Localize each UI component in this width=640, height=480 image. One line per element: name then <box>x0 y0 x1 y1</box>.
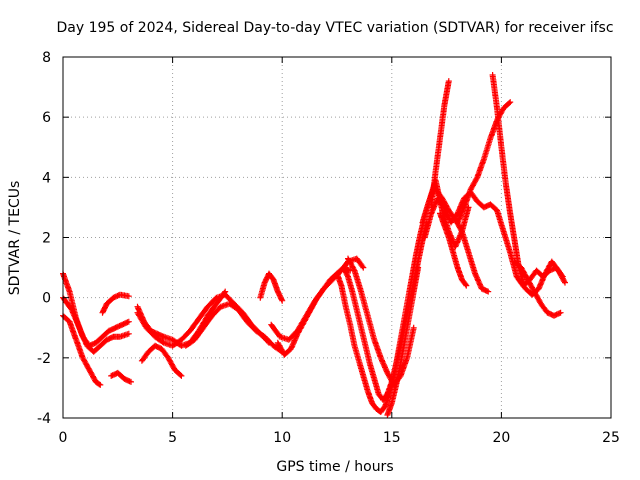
x-tick-label: 15 <box>383 430 401 446</box>
data-series-trace <box>437 210 470 289</box>
y-tick-label: -2 <box>37 351 51 367</box>
x-tick-label: 10 <box>273 430 291 446</box>
y-axis-label: SDTVAR / TECUs <box>7 181 23 296</box>
data-points <box>60 72 568 418</box>
data-series-trace <box>138 342 185 379</box>
x-tick-label: 25 <box>602 430 620 446</box>
plot-frame <box>62 56 612 419</box>
y-tick-label: 8 <box>42 50 51 66</box>
data-series-trace <box>511 258 564 319</box>
x-tick-label: 5 <box>168 430 177 446</box>
data-series-trace <box>268 255 367 343</box>
data-series-trace <box>489 72 527 286</box>
data-series-trace <box>99 291 132 316</box>
data-series-trace <box>257 270 286 304</box>
data-series-trace <box>428 78 452 211</box>
y-tick-label: 6 <box>42 110 51 126</box>
axis-ticks: 0 5 10 15 20 25 -4 -2 0 2 4 6 8 <box>37 50 620 446</box>
x-tick-label: 20 <box>492 430 510 446</box>
y-tick-label: 0 <box>42 291 51 307</box>
y-tick-label: -4 <box>37 411 51 427</box>
data-series-trace <box>345 255 417 388</box>
grid-lines <box>63 57 611 418</box>
data-series-trace <box>515 258 568 298</box>
x-axis-label: GPS time / hours <box>276 459 393 475</box>
x-tick-label: 0 <box>59 430 68 446</box>
data-series-trace <box>108 369 134 385</box>
data-series-trace <box>384 264 422 418</box>
y-tick-label: 4 <box>42 170 51 186</box>
data-series-trace <box>182 300 286 355</box>
data-series-trace <box>454 99 514 226</box>
chart-title: Day 195 of 2024, Sidereal Day-to-day VTE… <box>56 20 613 36</box>
y-tick-label: 2 <box>42 231 51 247</box>
